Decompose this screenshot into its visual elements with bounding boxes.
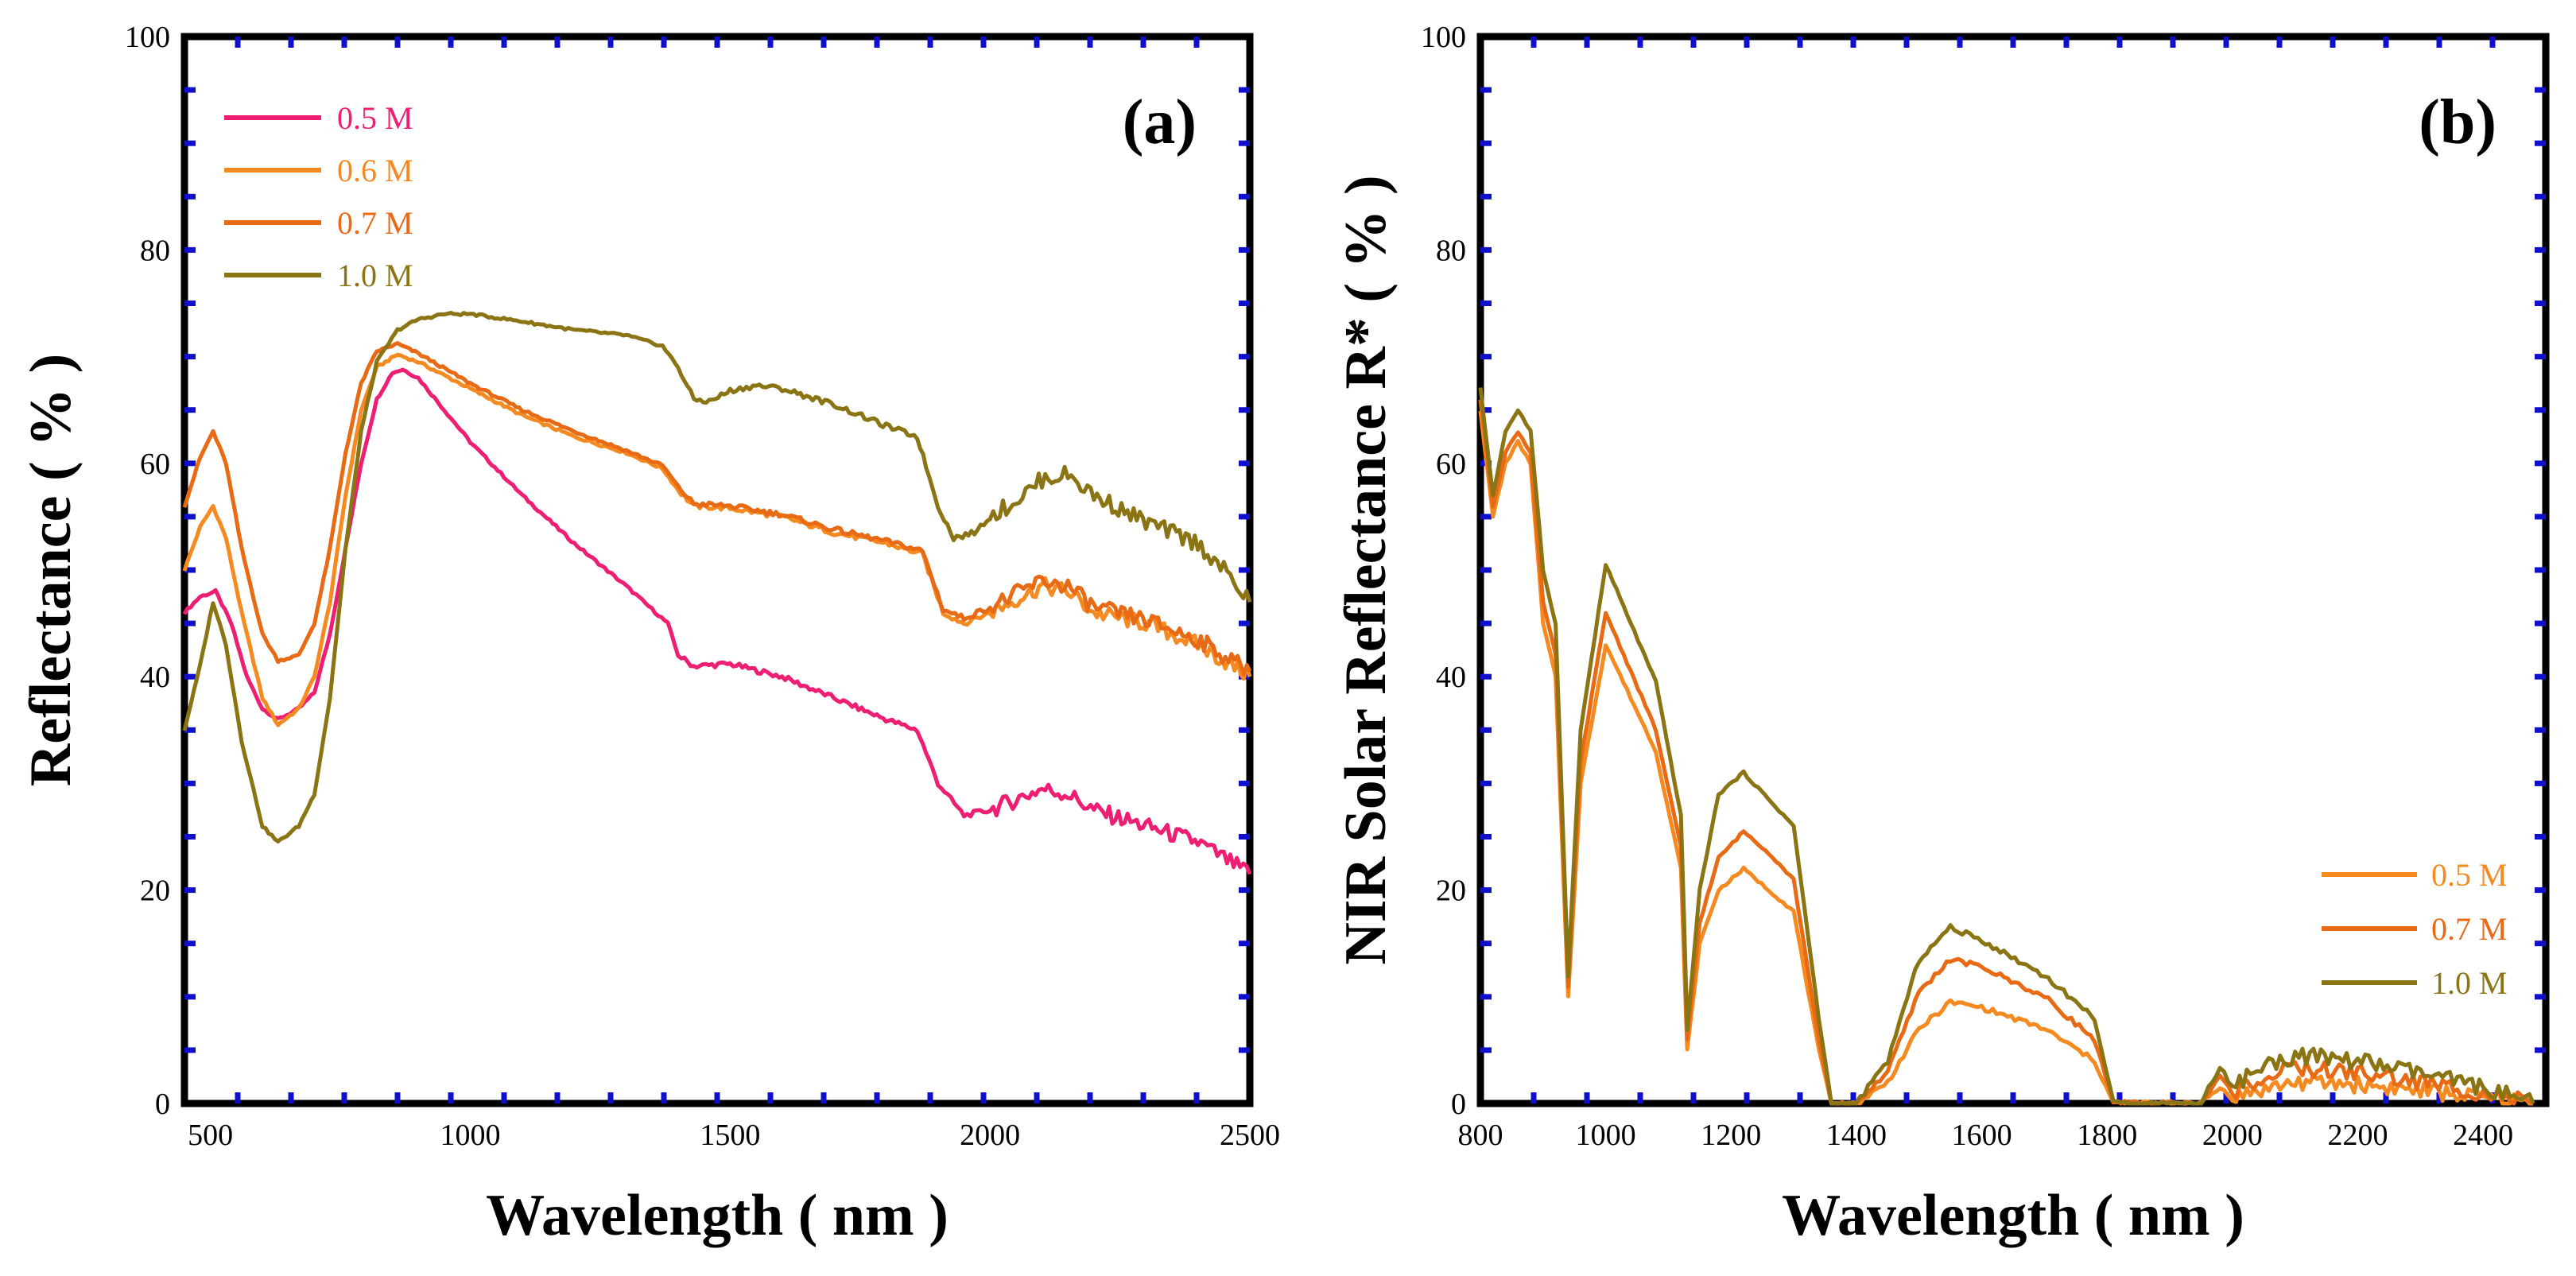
series-line-1-0-m [182, 311, 1252, 844]
series-line-0-5-m [1478, 410, 2534, 1106]
y-tick-label: 0 [1451, 1088, 1466, 1121]
series-line-0-5-m [182, 367, 1252, 875]
y-tick-label: 40 [1436, 661, 1466, 694]
x-tick-label: 2000 [2202, 1119, 2263, 1152]
panel-a-label: (a) [1123, 87, 1197, 157]
legend-label-1-0m: 1.0 M [337, 258, 413, 293]
panel-b-tick-labels: 800 1000 1200 1400 1600 1800 2000 2200 2400 0 20 40… [1421, 21, 2513, 1152]
x-tick-label: 1400 [1826, 1119, 1887, 1152]
legend-label-1-0m: 1.0 M [2431, 965, 2508, 1001]
y-tick-label: 20 [140, 875, 170, 908]
x-tick-label: 1500 [700, 1119, 760, 1152]
y-tick-label: 60 [140, 448, 170, 481]
x-tick-label: 2200 [2328, 1119, 2388, 1152]
series-line-1-0-m [1478, 387, 2535, 1106]
panel-b-plot-frame [1476, 33, 2550, 1107]
legend-label-0-5m: 0.5 M [337, 100, 413, 136]
x-tick-label: 2000 [960, 1119, 1020, 1152]
x-tick-label: 2400 [2453, 1119, 2513, 1152]
series-line-0-7-m [182, 341, 1252, 677]
y-tick-label: 100 [125, 21, 170, 54]
x-tick-label: 1200 [1701, 1119, 1761, 1152]
panel-a-ticks [184, 37, 1250, 1103]
panel-a-legend: 0.5 M 0.6 M 0.7 M 1.0 M [224, 100, 413, 293]
panel-b-x-axis-title: Wavelength ( nm ) [1782, 1183, 2244, 1248]
y-tick-label: 0 [155, 1088, 170, 1121]
panel-b-ticks [1480, 37, 2546, 1103]
series-line-0-7-m [1478, 399, 2535, 1106]
y-tick-label: 20 [1436, 875, 1466, 908]
x-tick-label: 2500 [1220, 1119, 1280, 1152]
panel-a-series-lines [182, 311, 1252, 875]
x-tick-label: 1800 [2077, 1119, 2137, 1152]
y-tick-label: 100 [1421, 21, 1466, 54]
x-tick-label: 800 [1458, 1119, 1503, 1152]
x-tick-label: 500 [188, 1119, 233, 1152]
panel-b-y-axis-title: NIR Solar Reflectance R* ( % ) [1333, 175, 1399, 964]
x-tick-label: 1000 [1576, 1119, 1636, 1152]
series-line-0-6-m [182, 352, 1252, 727]
panel-a-reflectance-chart: 500 1000 1500 2000 2500 0 20 40 60 80 100 (a) Wave… [18, 21, 1280, 1248]
panel-b-label: (b) [2419, 87, 2496, 157]
panel-a-x-axis-title: Wavelength ( nm ) [486, 1183, 949, 1248]
panel-a-tick-labels: 500 1000 1500 2000 2500 0 20 40 60 80 100 [125, 21, 1280, 1152]
legend-label-0-7m: 0.7 M [2431, 911, 2508, 947]
x-tick-label: 1600 [1952, 1119, 2012, 1152]
y-tick-label: 40 [140, 661, 170, 694]
y-tick-label: 80 [1436, 234, 1466, 267]
panel-a-y-axis-title: Reflectance ( % ) [18, 354, 83, 786]
y-tick-label: 80 [140, 234, 170, 267]
panel-b-series-lines [1478, 387, 2535, 1106]
x-tick-label: 1000 [440, 1119, 501, 1152]
legend-label-0-7m: 0.7 M [337, 205, 413, 241]
y-tick-label: 60 [1436, 448, 1466, 481]
panel-b-nir-reflectance-chart: 800 1000 1200 1400 1600 1800 2000 2200 2400 0 20 40… [1333, 21, 2550, 1248]
legend-label-0-6m: 0.6 M [337, 153, 413, 188]
legend-label-0-5m: 0.5 M [2431, 857, 2508, 893]
panel-b-legend: 0.5 M 0.7 M 1.0 M [2322, 857, 2508, 1001]
